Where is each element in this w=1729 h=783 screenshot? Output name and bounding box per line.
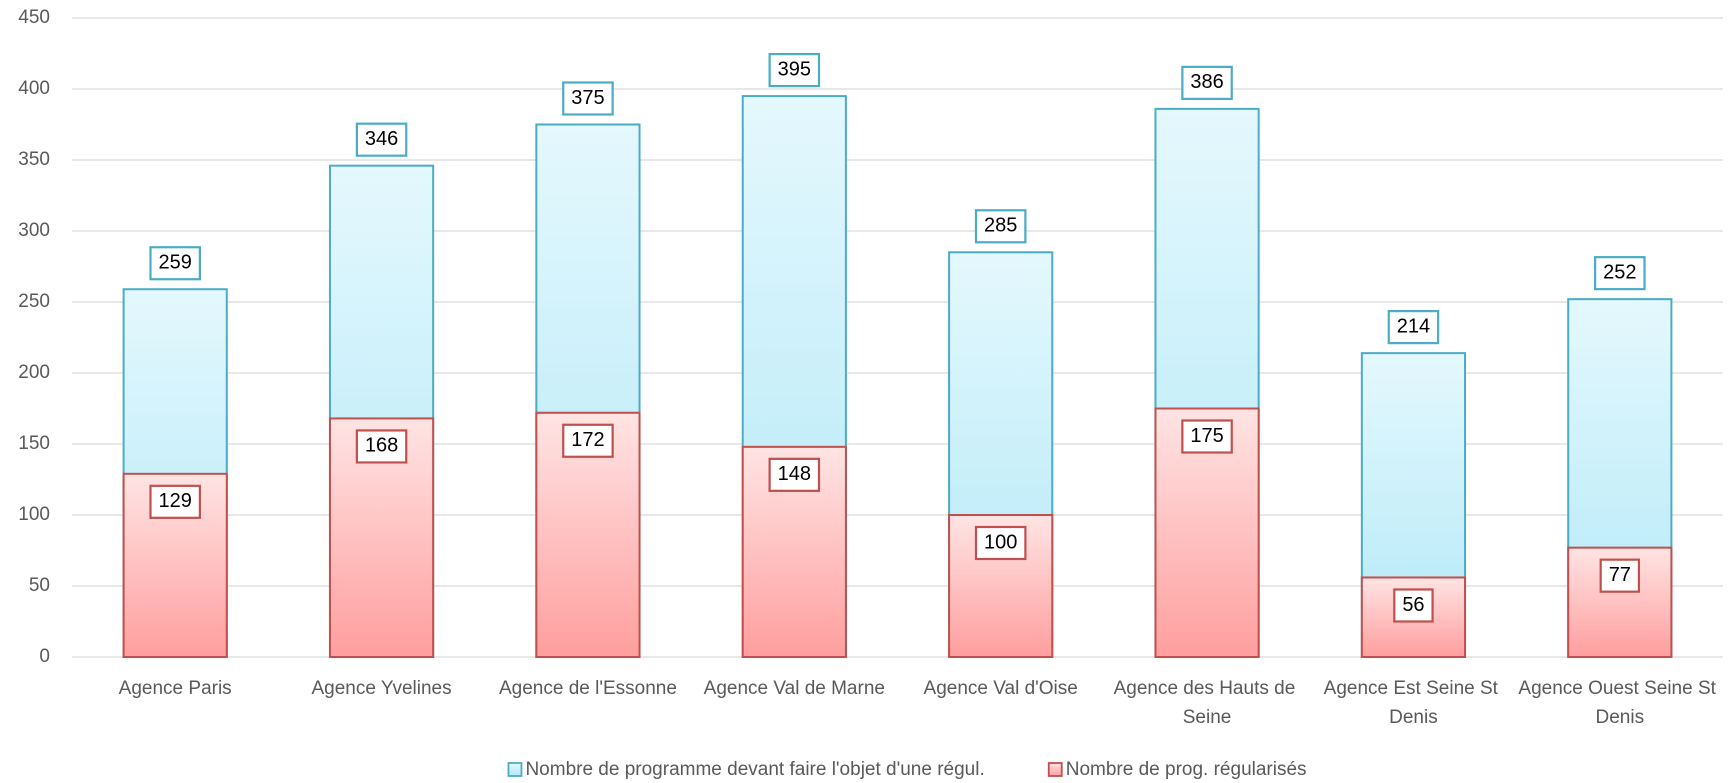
data-label: 386	[1190, 71, 1223, 93]
x-tick-label: Agence Paris	[119, 678, 232, 699]
data-label: 129	[159, 490, 192, 512]
legend-label: Nombre de programme devant faire l'objet…	[525, 759, 984, 780]
data-label-box	[768, 457, 821, 492]
data-label: 214	[1397, 315, 1430, 337]
y-tick-label: 300	[18, 220, 50, 241]
data-label-box	[355, 429, 408, 464]
data-label-box	[1181, 419, 1233, 454]
data-label-box	[355, 122, 408, 157]
y-tick-label: 50	[29, 575, 50, 596]
data-label-box	[1387, 310, 1440, 345]
y-tick-label: 150	[18, 433, 50, 454]
y-tick-label: 350	[18, 149, 50, 170]
y-tick-label: 250	[18, 291, 50, 312]
x-tick-label: Agence Est Seine St Denis	[1324, 678, 1504, 728]
data-label-box	[1594, 256, 1646, 291]
data-label-box	[1181, 65, 1233, 100]
x-tick-label: Agence de l'Essonne	[499, 678, 677, 699]
data-label-box	[1393, 588, 1434, 623]
data-label-box	[562, 81, 614, 116]
data-label-box	[149, 484, 201, 519]
data-label: 346	[365, 128, 398, 150]
data-label: 77	[1609, 564, 1631, 586]
x-tick-label: Agence Val de Marne	[704, 678, 885, 699]
x-tick-label: Agence Val d'Oise	[924, 678, 1078, 699]
data-label: 100	[984, 531, 1017, 553]
data-label-box	[974, 525, 1027, 561]
y-tick-label: 400	[18, 78, 50, 99]
data-label: 259	[159, 252, 192, 274]
data-label-box	[768, 52, 821, 88]
x-tick-label: Agence des Hauts de Seine	[1114, 678, 1301, 728]
data-label: 56	[1402, 594, 1424, 616]
data-label-box	[149, 246, 201, 281]
y-tick-label: 0	[39, 646, 50, 667]
data-label: 252	[1603, 261, 1636, 283]
legend-label: Nombre de prog. régularisés	[1066, 759, 1307, 780]
data-label: 395	[778, 58, 811, 80]
data-label-box	[562, 423, 614, 458]
legend-marker	[507, 762, 523, 777]
legend: Nombre de programme devant faire l'objet…	[507, 759, 1307, 780]
legend-marker	[1047, 762, 1063, 777]
data-label-box	[974, 209, 1027, 244]
y-tick-label: 200	[18, 362, 50, 383]
y-tick-label: 100	[18, 504, 50, 525]
x-tick-label: Agence Ouest Seine St Denis	[1518, 678, 1721, 728]
y-tick-label: 450	[18, 7, 50, 28]
x-tick-label: Agence Yvelines	[311, 678, 451, 699]
data-label: 168	[365, 435, 398, 457]
data-label: 375	[571, 87, 604, 109]
data-label: 175	[1190, 425, 1223, 447]
data-label: 285	[984, 215, 1017, 237]
data-label-box	[1599, 558, 1641, 593]
data-label: 148	[778, 463, 811, 485]
data-label: 172	[571, 429, 604, 451]
